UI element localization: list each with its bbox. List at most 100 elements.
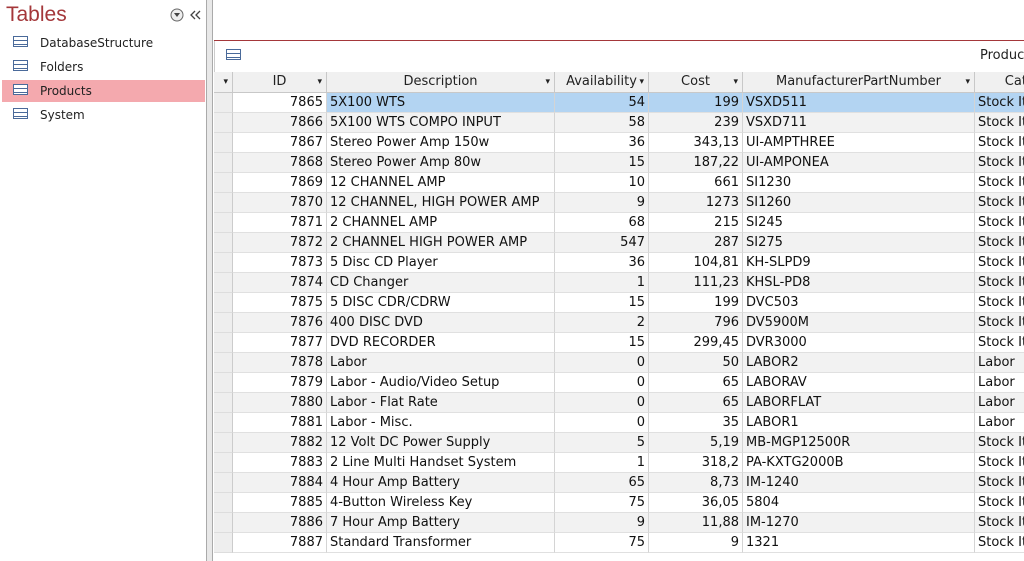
table-cell[interactable]: 7865 — [233, 93, 327, 113]
table-cell[interactable]: SI1230 — [743, 173, 975, 193]
row-selector[interactable] — [214, 333, 233, 353]
table-cell[interactable]: 7881 — [233, 413, 327, 433]
table-cell[interactable]: 15 — [555, 333, 649, 353]
table-cell[interactable]: 7878 — [233, 353, 327, 373]
column-header[interactable]: Cost — [649, 72, 743, 93]
table-cell[interactable]: 343,13 — [649, 133, 743, 153]
table-cell[interactable]: LABOR1 — [743, 413, 975, 433]
row-selector[interactable] — [214, 513, 233, 533]
table-cell[interactable]: 4 Hour Amp Battery — [327, 473, 555, 493]
table-cell[interactable]: 12 Volt DC Power Supply — [327, 433, 555, 453]
table-cell[interactable]: Stereo Power Amp 80w — [327, 153, 555, 173]
table-cell[interactable]: DVR3000 — [743, 333, 975, 353]
table-cell[interactable]: Stock Item — [975, 533, 1024, 553]
row-selector[interactable] — [214, 413, 233, 433]
row-selector[interactable] — [214, 533, 233, 553]
table-cell[interactable]: 5X100 WTS COMPO INPUT — [327, 113, 555, 133]
table-cell[interactable]: 199 — [649, 93, 743, 113]
row-selector[interactable] — [214, 313, 233, 333]
table-cell[interactable]: 1321 — [743, 533, 975, 553]
row-selector[interactable] — [214, 453, 233, 473]
table-cell[interactable]: 7875 — [233, 293, 327, 313]
table-cell[interactable]: 1 — [555, 453, 649, 473]
table-cell[interactable]: 1 — [555, 273, 649, 293]
nav-item[interactable]: DatabaseStructure — [2, 32, 205, 54]
table-cell[interactable]: 199 — [649, 293, 743, 313]
table-cell[interactable]: 75 — [555, 493, 649, 513]
row-selector[interactable] — [214, 293, 233, 313]
table-cell[interactable]: 661 — [649, 173, 743, 193]
table-cell[interactable]: 9 — [649, 533, 743, 553]
table-cell[interactable]: Stock Item — [975, 93, 1024, 113]
table-cell[interactable]: 0 — [555, 373, 649, 393]
table-cell[interactable]: 36 — [555, 133, 649, 153]
table-cell[interactable]: 2 Line Multi Handset System — [327, 453, 555, 473]
table-cell[interactable]: SI1260 — [743, 193, 975, 213]
table-cell[interactable]: 12 CHANNEL AMP — [327, 173, 555, 193]
table-cell[interactable]: 7873 — [233, 253, 327, 273]
nav-item[interactable]: System — [2, 104, 205, 126]
row-selector[interactable] — [214, 473, 233, 493]
row-selector[interactable] — [214, 433, 233, 453]
table-cell[interactable]: 5X100 WTS — [327, 93, 555, 113]
table-cell[interactable]: Stock Item — [975, 313, 1024, 333]
row-selector[interactable] — [214, 153, 233, 173]
nav-item[interactable]: Products — [2, 80, 205, 102]
table-cell[interactable]: Stock Item — [975, 513, 1024, 533]
table-cell[interactable]: 215 — [649, 213, 743, 233]
table-cell[interactable]: UI-AMPONEA — [743, 153, 975, 173]
table-cell[interactable]: Stock Item — [975, 493, 1024, 513]
table-cell[interactable]: LABORAV — [743, 373, 975, 393]
table-cell[interactable]: Labor — [975, 393, 1024, 413]
column-header[interactable]: Availability — [555, 72, 649, 93]
table-cell[interactable]: 5 Disc CD Player — [327, 253, 555, 273]
table-cell[interactable]: UI-AMPTHREE — [743, 133, 975, 153]
table-cell[interactable]: Stock Item — [975, 333, 1024, 353]
table-cell[interactable]: 7885 — [233, 493, 327, 513]
table-cell[interactable]: 11,88 — [649, 513, 743, 533]
table-cell[interactable]: 65 — [649, 373, 743, 393]
table-cell[interactable]: 5804 — [743, 493, 975, 513]
column-header[interactable]: Description — [327, 72, 555, 93]
table-cell[interactable]: 7876 — [233, 313, 327, 333]
table-cell[interactable]: 287 — [649, 233, 743, 253]
table-cell[interactable]: CD Changer — [327, 273, 555, 293]
table-cell[interactable]: Stock Item — [975, 153, 1024, 173]
table-cell[interactable]: IM-1240 — [743, 473, 975, 493]
table-cell[interactable]: 15 — [555, 293, 649, 313]
table-cell[interactable]: 4-Button Wireless Key — [327, 493, 555, 513]
table-cell[interactable]: 2 CHANNEL HIGH POWER AMP — [327, 233, 555, 253]
table-cell[interactable]: 65 — [555, 473, 649, 493]
table-cell[interactable]: 36 — [555, 253, 649, 273]
table-cell[interactable]: LABOR2 — [743, 353, 975, 373]
table-cell[interactable]: VSXD511 — [743, 93, 975, 113]
table-cell[interactable]: 7871 — [233, 213, 327, 233]
table-cell[interactable]: MB-MGP12500R — [743, 433, 975, 453]
table-cell[interactable]: Labor - Misc. — [327, 413, 555, 433]
table-cell[interactable]: Stock Item — [975, 273, 1024, 293]
table-cell[interactable]: LABORFLAT — [743, 393, 975, 413]
column-header[interactable]: ManufacturerPartNumber — [743, 72, 975, 93]
table-cell[interactable]: Stock Item — [975, 433, 1024, 453]
table-cell[interactable]: 10 — [555, 173, 649, 193]
table-cell[interactable]: Standard Transformer — [327, 533, 555, 553]
table-cell[interactable]: 7883 — [233, 453, 327, 473]
table-cell[interactable]: Stock Item — [975, 133, 1024, 153]
table-cell[interactable]: KHSL-PD8 — [743, 273, 975, 293]
table-cell[interactable]: Labor - Flat Rate — [327, 393, 555, 413]
table-cell[interactable]: 187,22 — [649, 153, 743, 173]
table-cell[interactable]: 2 — [555, 313, 649, 333]
table-cell[interactable]: Labor — [327, 353, 555, 373]
row-selector[interactable] — [214, 113, 233, 133]
table-cell[interactable]: Labor — [975, 373, 1024, 393]
table-cell[interactable]: 7879 — [233, 373, 327, 393]
table-cell[interactable]: 7880 — [233, 393, 327, 413]
row-selector[interactable] — [214, 373, 233, 393]
table-cell[interactable]: DVC503 — [743, 293, 975, 313]
table-cell[interactable]: 9 — [555, 513, 649, 533]
table-cell[interactable]: 318,2 — [649, 453, 743, 473]
row-selector[interactable] — [214, 213, 233, 233]
column-header[interactable]: Category — [975, 72, 1024, 93]
table-cell[interactable]: 7874 — [233, 273, 327, 293]
table-cell[interactable]: VSXD711 — [743, 113, 975, 133]
